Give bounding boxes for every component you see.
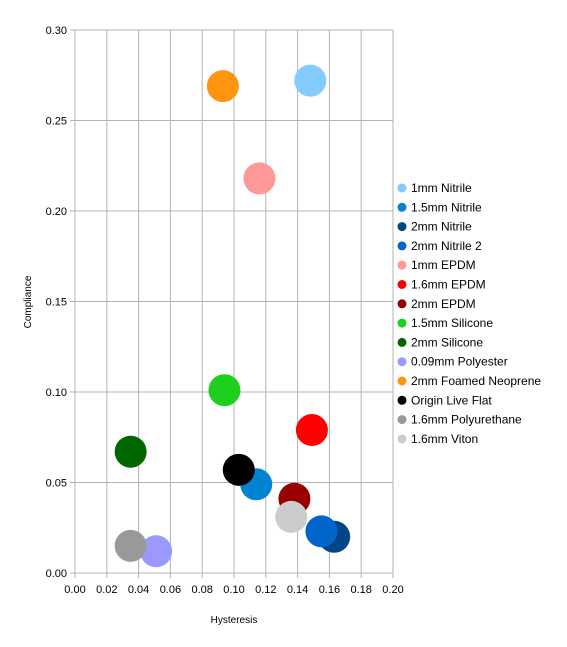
x-tick-label: 0.08 (191, 584, 212, 596)
y-tick-label: 0.00 (46, 568, 67, 580)
legend-label: 1.6mm EPDM (411, 278, 486, 292)
x-tick-label: 0.20 (382, 584, 403, 596)
grid (70, 29, 394, 578)
legend-label: 1mm Nitrile (411, 181, 472, 195)
x-tick-label: 0.02 (96, 584, 117, 596)
legend-marker (397, 376, 407, 386)
axes (74, 30, 393, 574)
legend-label: 1mm EPDM (411, 258, 476, 272)
data-points (114, 64, 351, 568)
legend-marker (397, 434, 407, 444)
legend-marker (397, 299, 407, 309)
y-axis-title: Compliance (23, 275, 34, 328)
legend-marker (397, 222, 407, 232)
y-tick-label: 0.10 (46, 387, 67, 399)
x-tick-label: 0.12 (255, 584, 276, 596)
x-tick-label: 0.10 (223, 584, 244, 596)
data-point (114, 529, 147, 562)
data-point (305, 515, 338, 548)
y-tick-label: 0.15 (46, 297, 67, 309)
x-tick-label: 0.00 (64, 584, 85, 596)
x-tick-label: 0.18 (350, 584, 371, 596)
data-point (206, 70, 239, 103)
x-tick-label: 0.06 (160, 584, 181, 596)
legend-marker (397, 415, 407, 425)
data-point (140, 535, 173, 568)
data-point (294, 64, 327, 97)
legend-marker (397, 357, 407, 367)
legend-label: 2mm Nitrile 2 (411, 239, 482, 253)
legend-marker (397, 260, 407, 270)
legend-marker (397, 337, 407, 347)
data-point (114, 435, 147, 468)
data-point (275, 500, 308, 533)
x-tick-labels: 0.00 0.02 0.04 0.06 0.08 0.10 0.12 0.14 0.16 0.18… (64, 584, 403, 596)
data-point (295, 414, 328, 447)
legend-marker (397, 318, 407, 328)
legend-label: 2mm Silicone (411, 335, 483, 349)
legend: 1mm Nitrile 1.5mm Nitrile 2mm Nitrile 2mm N… (397, 181, 541, 446)
y-tick-label: 0.30 (46, 25, 67, 37)
y-tick-label: 0.05 (46, 478, 67, 490)
legend-label: 1.6mm Polyurethane (411, 413, 522, 427)
legend-label: 1.6mm Viton (411, 432, 478, 446)
data-point (208, 374, 241, 407)
legend-marker (397, 241, 407, 251)
data-point (243, 162, 276, 195)
legend-label: 2mm EPDM (411, 297, 476, 311)
legend-label: Origin Live Flat (411, 393, 492, 407)
data-point (222, 453, 255, 486)
x-tick-label: 0.16 (319, 584, 340, 596)
legend-marker (397, 202, 407, 212)
legend-label: 2mm Foamed Neoprene (411, 374, 541, 388)
y-tick-label: 0.20 (46, 206, 67, 218)
legend-marker (397, 280, 407, 289)
legend-label: 1.5mm Silicone (411, 316, 493, 330)
legend-label: 0.09mm Polyester (411, 355, 508, 369)
y-tick-labels: 0.00 0.05 0.10 0.15 0.20 0.25 0.30 (46, 25, 67, 580)
legend-label: 1.5mm Nitrile (411, 200, 482, 214)
x-tick-label: 0.14 (287, 584, 308, 596)
legend-marker (397, 183, 407, 193)
legend-marker (397, 395, 407, 405)
legend-label: 2mm Nitrile (411, 220, 472, 234)
x-axis-title: Hysteresis (211, 615, 258, 626)
y-tick-label: 0.25 (46, 116, 67, 128)
x-tick-label: 0.04 (128, 584, 149, 596)
